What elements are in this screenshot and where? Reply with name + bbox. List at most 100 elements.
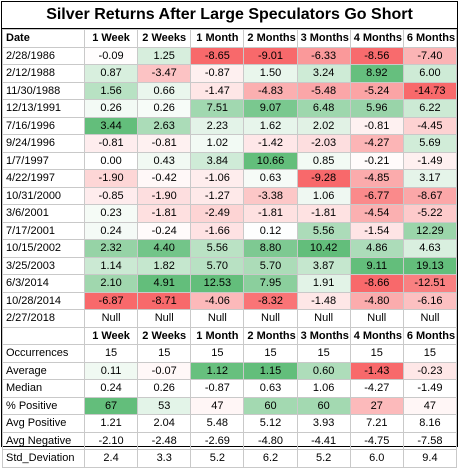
value-cell: 3.44 — [83, 116, 139, 135]
row-label-cell: 10/15/2002 — [2, 239, 85, 258]
row-label-cell: 7/17/2001 — [2, 221, 85, 240]
returns-table: Date 1 Week 2 Weeks 1 Month 2 Months 3 Months… — [2, 29, 458, 468]
table-title: Silver Returns After Large Speculators G… — [2, 2, 457, 29]
value-cell: 15 — [137, 344, 192, 363]
value-cell: -2.69 — [190, 431, 245, 450]
value-cell: -1.27 — [190, 186, 245, 205]
value-cell: 2 Weeks — [137, 29, 192, 48]
value-cell: -4.75 — [349, 431, 404, 450]
value-cell: 3.87 — [296, 256, 351, 275]
row-label-cell: 2/12/1988 — [2, 64, 85, 83]
value-cell: 47 — [190, 396, 245, 415]
value-cell: 1.56 — [83, 81, 139, 100]
value-cell: 0.43 — [137, 151, 192, 170]
stats-header-row: 1 Week 2 Weeks 1 Month 2 Months 3 Months 4 Mo… — [2, 326, 458, 345]
value-cell: -8.71 — [137, 291, 192, 310]
value-cell: Null — [296, 309, 351, 328]
value-cell: -12.51 — [402, 274, 458, 293]
value-cell: 9.07 — [243, 99, 298, 118]
value-cell: 1.14 — [83, 256, 139, 275]
value-cell: 0.12 — [243, 221, 298, 240]
table-row: 2/12/1988 0.87 -3.47 -0.87 1.50 3.24 8.92 6.00 — [2, 64, 458, 83]
table-row: 10/31/2000 -0.85 -1.90 -1.27 -3.38 1.06 -6.77-… — [2, 186, 458, 205]
value-cell: -4.41 — [296, 431, 351, 450]
value-cell: 0.11 — [83, 361, 139, 380]
value-cell: 5.56 — [190, 239, 245, 258]
value-cell: -9.28 — [296, 169, 351, 188]
value-cell: -0.81 — [137, 134, 192, 153]
value-cell: -1.90 — [137, 186, 192, 205]
value-cell: -7.58 — [402, 431, 458, 450]
table-row: 2/28/1986 -0.09 1.25 -8.65 -9.01 -6.33 -8.56 -7… — [2, 46, 458, 65]
value-cell: Null — [137, 309, 192, 328]
value-cell: 0.63 — [243, 169, 298, 188]
value-cell: -0.07 — [137, 361, 192, 380]
value-cell: 12.29 — [402, 221, 458, 240]
value-cell: 6.2 — [243, 449, 298, 468]
value-cell: -8.67 — [402, 186, 458, 205]
table-row: 4/22/1997 -1.90 -0.42 -1.06 0.63 -9.28 -4.85 3.… — [2, 169, 458, 188]
value-cell: 1.06 — [296, 379, 351, 398]
value-cell: 1.02 — [190, 134, 245, 153]
table-row: 6/3/2014 2.10 4.91 12.53 7.95 1.91 -8.66 -12.51 — [2, 274, 458, 293]
value-cell: 2.10 — [83, 274, 139, 293]
value-cell: -0.87 — [190, 64, 245, 83]
stats-row: Median 0.24 0.26 -0.87 0.63 1.06 -4.27 -1.49 — [2, 379, 458, 398]
table-row: 3/6/2001 0.23 -1.81 -2.49 -1.81 -1.81 -4.54 -5.… — [2, 204, 458, 223]
value-cell: 5.48 — [190, 414, 245, 433]
value-cell: 0.23 — [83, 204, 139, 223]
value-cell: 3 Months — [296, 326, 351, 345]
value-cell: 4.86 — [349, 239, 404, 258]
row-label-cell: % Positive — [2, 396, 85, 415]
row-label-cell: 12/13/1991 — [2, 99, 85, 118]
table-row: 1/7/1997 0.00 0.43 3.84 10.66 0.85 -0.21 -1.49 — [2, 151, 458, 170]
row-label-cell: Std_Deviation — [2, 449, 85, 468]
value-cell: 0.87 — [83, 64, 139, 83]
row-label-cell: 11/30/1988 — [2, 81, 85, 100]
value-cell: -1.43 — [349, 361, 404, 380]
value-cell: -1.48 — [296, 291, 351, 310]
value-cell: 2.4 — [83, 449, 139, 468]
row-label-cell: 3/25/2003 — [2, 256, 85, 275]
value-cell: 0.00 — [83, 151, 139, 170]
value-cell: 19.13 — [402, 256, 458, 275]
table-row: 10/28/2014 -6.87 -8.71 -4.06 -8.32 -1.48 -4.80… — [2, 291, 458, 310]
value-cell: 1.06 — [296, 186, 351, 205]
value-cell: 5.12 — [243, 414, 298, 433]
value-cell: -9.01 — [243, 46, 298, 65]
value-cell: 9.4 — [402, 449, 458, 468]
value-cell: 2 Weeks — [137, 326, 192, 345]
value-cell: -6.77 — [349, 186, 404, 205]
row-label-cell: Date — [2, 29, 85, 48]
value-cell: 3.24 — [296, 64, 351, 83]
value-cell: 1 Month — [190, 29, 245, 48]
value-cell: 2.23 — [190, 116, 245, 135]
value-cell: 67 — [83, 396, 139, 415]
value-cell: 4.91 — [137, 274, 192, 293]
value-cell: -5.48 — [296, 81, 351, 100]
value-cell: 0.24 — [83, 379, 139, 398]
value-cell: 5.69 — [402, 134, 458, 153]
row-label-cell: 3/6/2001 — [2, 204, 85, 223]
value-cell: 6.22 — [402, 99, 458, 118]
value-cell: 15 — [243, 344, 298, 363]
row-label-cell: 2/27/2018 — [2, 309, 85, 328]
value-cell: 1.21 — [83, 414, 139, 433]
value-cell: 10.66 — [243, 151, 298, 170]
table-row: 7/16/1996 3.44 2.63 2.23 1.62 2.02 -0.81 -4.45 — [2, 116, 458, 135]
row-label-cell: Avg Negative — [2, 431, 85, 450]
value-cell: -0.21 — [349, 151, 404, 170]
row-label-cell: 10/31/2000 — [2, 186, 85, 205]
value-cell: -1.49 — [402, 151, 458, 170]
value-cell: Null — [349, 309, 404, 328]
row-label-cell: Avg Positive — [2, 414, 85, 433]
value-cell: 15 — [83, 344, 139, 363]
value-cell: 0.66 — [137, 81, 192, 100]
value-cell: Null — [83, 309, 139, 328]
value-cell: -1.81 — [243, 204, 298, 223]
value-cell: 0.63 — [243, 379, 298, 398]
row-label-cell: 6/3/2014 — [2, 274, 85, 293]
value-cell: 0.24 — [83, 221, 139, 240]
stats-row: Average 0.11 -0.07 1.12 1.15 0.60 -1.43 -0.23 — [2, 361, 458, 380]
stats-row: % Positive 67 53 47 60 60 27 47 — [2, 396, 458, 415]
